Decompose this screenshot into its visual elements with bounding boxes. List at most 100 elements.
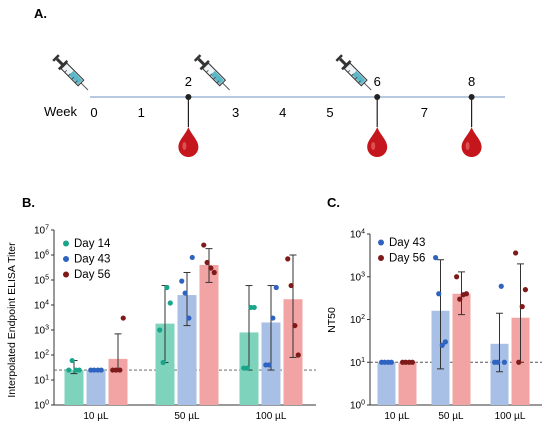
- syringe-plunger-cap: [193, 54, 202, 62]
- legend-marker: [378, 255, 384, 261]
- data-point: [270, 315, 276, 321]
- syringe-needle: [222, 82, 230, 91]
- week-label: 3: [232, 105, 239, 120]
- syringe-icon: [52, 54, 89, 91]
- syringe-flange: [341, 59, 352, 71]
- data-point: [522, 287, 529, 293]
- data-point: [66, 367, 72, 373]
- data-point: [117, 367, 123, 373]
- week-labels: 0 1 2 3 4 5 6 7 8: [90, 74, 475, 120]
- data-point: [186, 315, 192, 321]
- week-label: 8: [468, 74, 475, 89]
- x-tick-label: 10 µL: [384, 411, 410, 422]
- data-point: [519, 304, 525, 310]
- timeline-week-label: Week: [44, 104, 77, 119]
- week-label: 7: [421, 105, 428, 120]
- blood-drop-icon: [461, 127, 482, 157]
- syringe-plunger-rod: [197, 57, 206, 66]
- legend-marker: [378, 239, 384, 246]
- timeline-marks: [52, 54, 482, 157]
- panel-b-chart: 100 101 102 103 104 105 106 107 10 µL 50 µL 100 µL…: [34, 225, 316, 422]
- data-point: [439, 342, 445, 348]
- data-point: [211, 269, 217, 276]
- data-point: [98, 367, 104, 373]
- legend-marker: [63, 271, 69, 278]
- data-point: [266, 362, 272, 368]
- week-label: 1: [138, 105, 145, 120]
- legend-label: Day 56: [74, 269, 110, 281]
- week-label: 2: [185, 74, 192, 89]
- data-point: [120, 315, 126, 321]
- syringe-gradation: [71, 77, 75, 80]
- data-point: [164, 284, 170, 291]
- panel-c: C. NT50 100 101 102 103 104 10 µL 50 µL 100 µL D…: [326, 195, 542, 422]
- syringe-gradation: [67, 73, 71, 77]
- y-tick-label: 101: [34, 375, 49, 387]
- data-point: [76, 367, 82, 373]
- syringe-needle: [80, 82, 89, 91]
- y-tick-label: 104: [350, 229, 365, 241]
- syringe-needle: [363, 82, 372, 91]
- legend-label: Day 56: [389, 253, 425, 265]
- panel-b-letter: B.: [22, 195, 35, 210]
- syringe-fluid: [210, 70, 224, 85]
- legend-label: Day 14: [74, 238, 111, 250]
- blood-drop-highlight: [371, 142, 376, 150]
- syringe-icon: [335, 54, 372, 91]
- y-tick-label: 107: [34, 225, 49, 237]
- data-point: [409, 359, 415, 365]
- week-label: 4: [279, 105, 286, 120]
- syringe-flange: [199, 59, 210, 71]
- data-point: [463, 291, 469, 297]
- x-tick-label: 50 µL: [174, 411, 200, 422]
- panel-b: B. Interpolated Endpoint ELISA Titer 100…: [6, 195, 316, 422]
- data-point: [273, 284, 279, 291]
- syringe-gradation: [209, 73, 213, 77]
- data-point: [69, 357, 75, 364]
- syringe-gradation: [216, 80, 220, 84]
- syringe-gradation: [75, 80, 78, 84]
- data-point: [288, 282, 294, 289]
- legend-marker: [63, 240, 69, 247]
- y-tick-label: 100: [34, 400, 49, 412]
- bar: [177, 295, 197, 405]
- data-point: [516, 359, 522, 365]
- syringe-gradation: [213, 77, 216, 80]
- data-point: [433, 255, 439, 261]
- legend-label: Day 43: [389, 237, 425, 249]
- legend-label: Day 43: [74, 254, 110, 266]
- data-point: [285, 256, 291, 262]
- syringe-fluid: [68, 70, 83, 85]
- bar: [199, 264, 219, 405]
- week-label: 0: [90, 105, 97, 120]
- blood-drop-icon: [178, 127, 199, 157]
- data-point: [295, 352, 301, 358]
- data-point: [457, 296, 463, 302]
- data-point: [91, 367, 97, 373]
- week-label: 5: [326, 105, 333, 120]
- y-tick-label: 102: [34, 350, 49, 362]
- data-point: [501, 359, 507, 365]
- data-point: [436, 291, 442, 297]
- data-point: [442, 339, 448, 345]
- panel-a: A. Week 0 1 2 3 4 5 6 7 8: [34, 6, 505, 157]
- syringe-plunger-rod: [339, 57, 347, 66]
- syringe-gradation: [347, 69, 351, 73]
- data-point: [157, 327, 163, 333]
- syringe-icon: [193, 54, 230, 91]
- syringe-gradation: [351, 73, 354, 77]
- blood-drop-icon: [367, 127, 388, 157]
- data-point: [495, 359, 501, 365]
- data-point: [113, 367, 119, 373]
- data-point: [251, 304, 257, 311]
- syringe-flange: [57, 59, 69, 71]
- syringe-gradation: [64, 69, 68, 73]
- data-point: [454, 274, 460, 280]
- syringe-gradation: [358, 80, 361, 84]
- x-tick-label: 10 µL: [83, 411, 109, 422]
- legend-marker: [63, 256, 69, 262]
- syringe-gradation: [354, 77, 358, 80]
- blood-drop-highlight: [465, 142, 470, 150]
- x-tick-label: 100 µL: [256, 411, 287, 422]
- bar: [490, 343, 509, 405]
